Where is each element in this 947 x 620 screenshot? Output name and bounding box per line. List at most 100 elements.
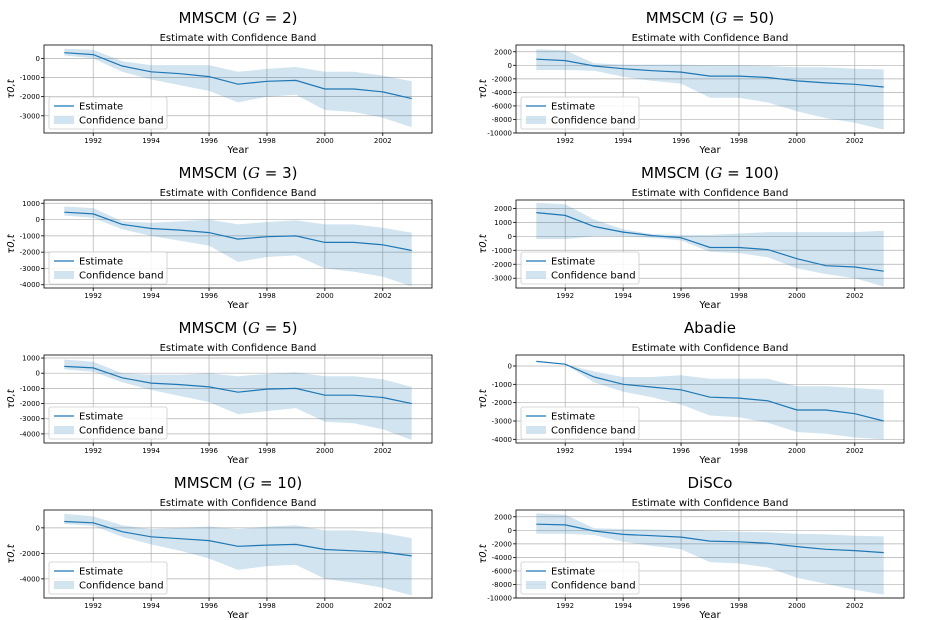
x-tick-label: 1992 (84, 447, 102, 455)
y-tick-label: 2000 (494, 48, 512, 56)
legend-box (520, 251, 640, 285)
legend-box (520, 406, 640, 440)
x-tick-label: 2000 (788, 602, 806, 610)
legend-label-estimate: Estimate (79, 102, 123, 113)
legend-box (48, 251, 168, 285)
y-tick-label: -2000 (20, 93, 40, 101)
y-tick-label: -3000 (20, 112, 40, 120)
y-tick-label: -6000 (492, 567, 512, 575)
g-value: 3 (282, 164, 292, 182)
legend-label-estimate: Estimate (79, 412, 123, 423)
y-tick-label: 0 (508, 62, 512, 70)
chart-svg: Abadie Estimate with Confidence Band 1992 1… (478, 319, 905, 465)
x-tick-label: 2000 (316, 292, 334, 300)
y-tick-label: -1000 (20, 74, 40, 82)
x-tick-label: 2000 (788, 447, 806, 455)
x-tick-label: 1994 (614, 292, 632, 300)
legend: Estimate Confidence band (520, 561, 640, 595)
y-tick-label: 1000 (22, 355, 40, 363)
x-tick-label: 2000 (788, 292, 806, 300)
method-label: MMSCM ( (179, 319, 248, 337)
x-tick-label: 2002 (374, 292, 392, 300)
legend-label-estimate: Estimate (79, 567, 123, 578)
axes-frame (515, 354, 905, 444)
y-axis-label: τ0,t (478, 78, 489, 99)
chart-title: Estimate with Confidence Band (632, 343, 789, 354)
x-axis-label: Year (698, 145, 721, 155)
chart-svg: MMSCM (G = 100) Estimate with Confidence … (478, 164, 905, 310)
legend-label-band: Confidence band (79, 581, 164, 592)
legend-label-band: Confidence band (551, 581, 636, 592)
confidence-band (536, 202, 884, 287)
y-tick-label: -3000 (492, 275, 512, 283)
y-tick-label: -3000 (492, 418, 512, 426)
y-tick-label: -8000 (492, 581, 512, 589)
confidence-band (64, 206, 412, 287)
x-tick-label: 1992 (556, 292, 574, 300)
y-tick-label: -2000 (492, 75, 512, 83)
chart-svg: MMSCM (G = 5) Estimate with Confidence Ba… (6, 319, 433, 465)
y-tick-label: -2000 (492, 399, 512, 407)
x-tick-label: 2002 (374, 447, 392, 455)
x-tick-label: 1994 (142, 602, 160, 610)
paren-close: ) (292, 319, 298, 337)
legend: Estimate Confidence band (48, 251, 168, 285)
y-tick-label: -4000 (20, 430, 40, 438)
g-symbol: G (248, 164, 260, 182)
legend-box (48, 406, 168, 440)
method-label: MMSCM ( (646, 9, 715, 27)
panel-title: MMSCM (G = 5) (179, 319, 298, 337)
x-tick-label: 1998 (258, 292, 276, 300)
x-tick-label: 2000 (316, 602, 334, 610)
legend-box (48, 96, 168, 130)
y-tick-label: 0 (508, 363, 512, 371)
g-symbol: G (715, 9, 727, 27)
chart-title: Estimate with Confidence Band (160, 188, 317, 199)
x-tick-label: 1996 (672, 447, 690, 455)
x-tick-label: 2002 (374, 602, 392, 610)
panel-title: Abadie (684, 319, 736, 337)
x-tick-label: 1994 (614, 137, 632, 145)
y-tick-label: 2000 (494, 205, 512, 213)
chart-panel: Abadie Estimate with Confidence Band 1992 1… (474, 310, 944, 465)
y-tick-label: -4000 (20, 575, 40, 583)
panel-title: MMSCM (G = 3) (179, 164, 298, 182)
estimate-line (64, 365, 412, 405)
g-value: 100 (745, 164, 774, 182)
x-axis-label: Year (226, 455, 249, 465)
y-tick-label: -2000 (20, 249, 40, 257)
x-tick-label: 1996 (200, 447, 218, 455)
legend-band-swatch (54, 116, 74, 124)
g-equals: = (260, 319, 282, 337)
chart-svg: MMSCM (G = 3) Estimate with Confidence Ba… (6, 164, 433, 310)
chart-title: Estimate with Confidence Band (632, 33, 789, 44)
x-tick-label: 1998 (730, 602, 748, 610)
estimate-line (536, 212, 884, 272)
legend-label-estimate: Estimate (551, 412, 595, 423)
x-tick-label: 1994 (142, 292, 160, 300)
legend-band-swatch (54, 271, 74, 279)
x-tick-label: 1998 (730, 137, 748, 145)
x-tick-label: 1992 (84, 137, 102, 145)
chart-svg: DiSCo Estimate with Confidence Band 1992 19… (478, 474, 905, 620)
x-tick-label: 1994 (142, 447, 160, 455)
g-symbol: G (248, 319, 260, 337)
y-axis-label: τ0,t (478, 233, 489, 254)
x-axis-label: Year (226, 610, 249, 620)
paren-close: ) (768, 9, 774, 27)
legend-label-estimate: Estimate (551, 102, 595, 113)
confidence-band (64, 513, 412, 596)
y-tick-label: -8000 (492, 116, 512, 124)
legend-label-estimate: Estimate (551, 567, 595, 578)
y-tick-label: -4000 (492, 89, 512, 97)
chart-title: Estimate with Confidence Band (160, 343, 317, 354)
y-axis-label: τ0,t (478, 388, 489, 409)
y-tick-label: 2000 (494, 513, 512, 521)
y-tick-label: -10000 (487, 595, 512, 603)
x-tick-label: 1996 (200, 137, 218, 145)
g-equals: = (255, 474, 277, 492)
axes-frame (515, 509, 905, 599)
method-label: MMSCM ( (641, 164, 710, 182)
legend-label-band: Confidence band (79, 426, 164, 437)
x-tick-label: 1998 (730, 292, 748, 300)
